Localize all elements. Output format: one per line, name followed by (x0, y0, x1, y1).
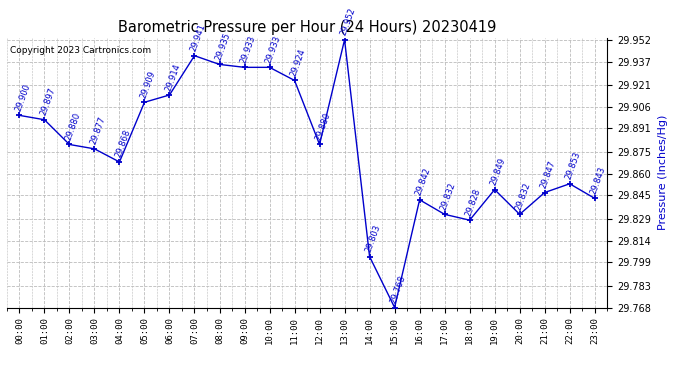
Y-axis label: Pressure (Inches/Hg): Pressure (Inches/Hg) (658, 115, 668, 230)
Text: 29.941: 29.941 (189, 23, 207, 53)
Text: 29.935: 29.935 (214, 32, 233, 62)
Text: 29.832: 29.832 (439, 181, 457, 212)
Text: 29.828: 29.828 (464, 187, 482, 218)
Text: 29.847: 29.847 (539, 159, 558, 190)
Text: 29.952: 29.952 (339, 7, 357, 37)
Text: 29.924: 29.924 (289, 48, 307, 78)
Text: 29.900: 29.900 (14, 82, 32, 112)
Text: 29.842: 29.842 (414, 166, 433, 197)
Text: 29.880: 29.880 (63, 111, 82, 142)
Title: Barometric Pressure per Hour (24 Hours) 20230419: Barometric Pressure per Hour (24 Hours) … (118, 20, 496, 35)
Text: 29.853: 29.853 (564, 150, 582, 181)
Text: 29.933: 29.933 (239, 34, 257, 64)
Text: 29.868: 29.868 (114, 129, 132, 159)
Text: 29.849: 29.849 (489, 156, 507, 187)
Text: 29.803: 29.803 (364, 224, 382, 254)
Text: 29.843: 29.843 (589, 165, 607, 195)
Text: 29.914: 29.914 (164, 62, 182, 92)
Text: 29.933: 29.933 (264, 34, 282, 64)
Text: 29.832: 29.832 (514, 181, 533, 212)
Text: Copyright 2023 Cartronics.com: Copyright 2023 Cartronics.com (10, 46, 151, 55)
Text: 29.909: 29.909 (139, 69, 157, 99)
Text: 29.897: 29.897 (39, 87, 57, 117)
Text: 29.880: 29.880 (314, 111, 333, 142)
Text: 29.768: 29.768 (389, 274, 407, 305)
Text: 29.877: 29.877 (89, 116, 107, 146)
